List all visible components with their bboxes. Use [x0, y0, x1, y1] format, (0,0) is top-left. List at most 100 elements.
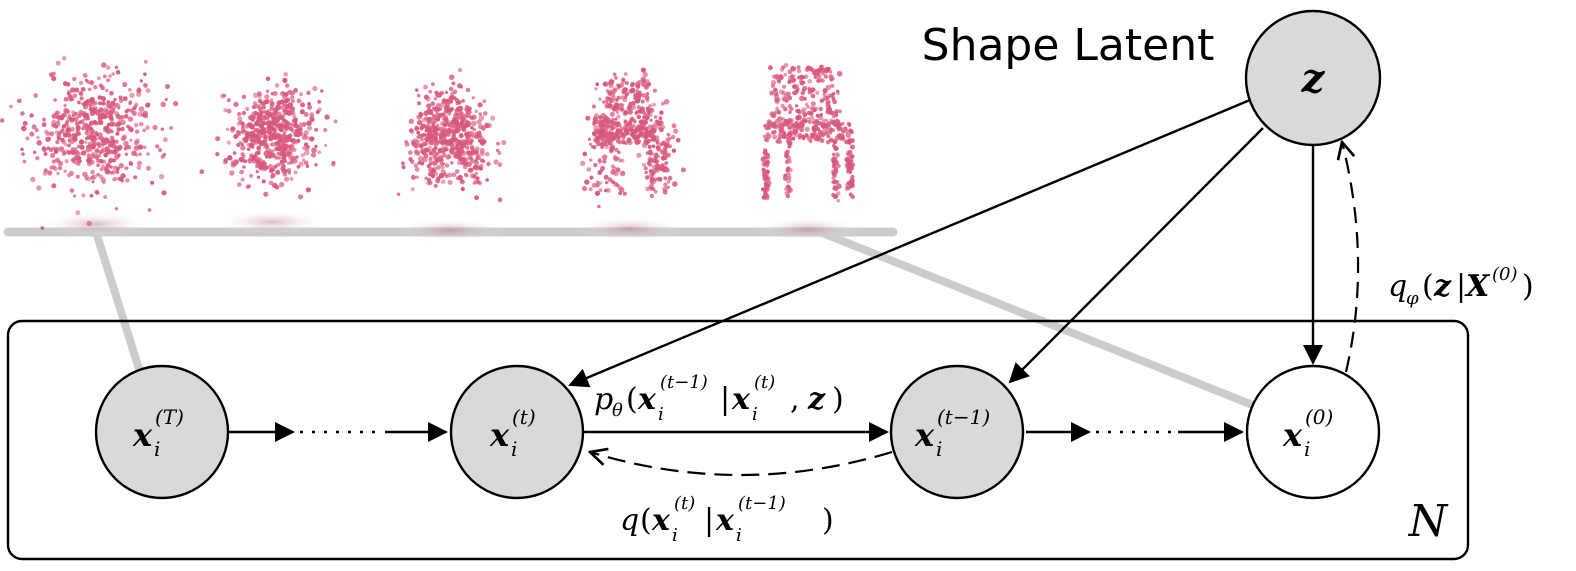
cloud-point	[115, 69, 121, 75]
cloud-point	[244, 131, 251, 137]
cloud-point	[461, 124, 466, 129]
cloud-point	[48, 147, 54, 153]
cloud-point	[634, 111, 638, 115]
encoder-close: )	[1522, 269, 1534, 304]
cloud-point	[143, 72, 147, 76]
cloud-point	[788, 110, 792, 115]
cloud-point	[96, 76, 101, 81]
cloud-point	[124, 166, 129, 171]
cloud-point	[614, 76, 618, 80]
point-cloud-sequence	[0, 55, 863, 242]
cloud-point	[276, 162, 281, 167]
cloud-point	[781, 120, 787, 126]
cloud-point	[49, 165, 55, 171]
cloud-point	[96, 172, 100, 177]
cloud-point	[256, 114, 262, 120]
cloud-point	[410, 187, 415, 192]
cloud-point	[108, 110, 114, 116]
cloud-point	[804, 126, 810, 132]
cloud-point	[425, 96, 431, 102]
cloud-point	[608, 141, 612, 146]
cloud-point	[312, 85, 318, 92]
cloud-point	[484, 122, 490, 128]
cloud-point	[101, 101, 106, 106]
cloud-point	[415, 88, 419, 92]
encoder-X: X	[1464, 269, 1491, 304]
cloud-point	[93, 101, 98, 106]
cloud-point	[78, 91, 83, 96]
cloud-point	[469, 167, 475, 173]
cloud-point	[251, 111, 257, 117]
cloud-point	[605, 89, 610, 93]
cloud-point	[158, 173, 165, 180]
shape-latent-title: Shape Latent	[922, 20, 1215, 71]
cloud-point	[87, 161, 92, 167]
cloud-point	[649, 193, 654, 199]
cloud-point	[64, 122, 69, 127]
cloud-point	[804, 74, 809, 79]
cloud-point	[264, 135, 268, 139]
cloud-point	[413, 163, 419, 168]
cloud-point	[441, 112, 446, 117]
cloud-point	[641, 77, 647, 83]
cloud-point	[273, 107, 278, 113]
cloud-point	[794, 104, 799, 108]
cloud-point	[92, 119, 97, 124]
cloud-point	[422, 133, 427, 137]
connector-noise-to-xT	[92, 228, 144, 376]
cloud-point	[20, 111, 25, 116]
cloud-point	[426, 132, 432, 138]
cloud-point	[472, 174, 477, 179]
cloud-point	[111, 143, 117, 149]
cloud-point	[435, 103, 441, 108]
cloud-point	[147, 208, 152, 212]
encoder-label: q φ ( z | X (0) )	[1388, 264, 1534, 309]
cloud-point	[810, 101, 816, 107]
cloud-point	[445, 109, 449, 113]
cloud-point	[835, 191, 841, 197]
cloud-point	[433, 97, 437, 101]
cloud-point	[593, 131, 599, 137]
cloud-point	[593, 125, 599, 131]
cloud-point	[249, 173, 254, 178]
cloud-point	[474, 171, 479, 176]
cloud-point	[75, 128, 80, 133]
cloud-point	[442, 122, 448, 128]
cloud-point	[831, 171, 836, 176]
cloud-point	[125, 178, 130, 183]
cloud-point	[617, 150, 621, 154]
cloud-point	[282, 77, 288, 83]
encoder-sup: (0)	[1492, 264, 1518, 285]
cloud-point	[145, 125, 150, 130]
cloud-point	[298, 161, 304, 167]
cloud-point	[286, 152, 291, 157]
cloud-point	[586, 167, 592, 172]
node-z: z	[1244, 9, 1382, 147]
cloud-point	[654, 135, 660, 140]
cloud-point	[835, 153, 840, 158]
cloud-point	[287, 148, 293, 154]
cloud-point	[169, 126, 174, 130]
cloud-point	[847, 165, 851, 170]
cloud-point	[248, 123, 252, 128]
cloud-point	[775, 73, 780, 79]
cloud-point	[651, 130, 656, 135]
cloud-point	[71, 113, 75, 117]
cloud-point	[305, 164, 310, 168]
cloud-point	[414, 125, 420, 131]
cloud-point	[120, 136, 126, 142]
cloud-point	[648, 104, 652, 108]
cloud-point	[850, 138, 855, 144]
cloud-point	[436, 92, 443, 98]
cloud-point	[623, 72, 628, 76]
cloud-point	[60, 113, 66, 118]
cloud-point	[94, 148, 100, 154]
cloud-point	[478, 112, 483, 116]
cloud-point	[116, 127, 122, 132]
cloud-point	[310, 152, 317, 158]
cloud-shadow	[40, 212, 150, 236]
cloud-point	[810, 93, 816, 99]
reverse-i1: i	[658, 404, 664, 425]
cloud-point	[622, 97, 628, 103]
cloud-point	[844, 139, 850, 145]
